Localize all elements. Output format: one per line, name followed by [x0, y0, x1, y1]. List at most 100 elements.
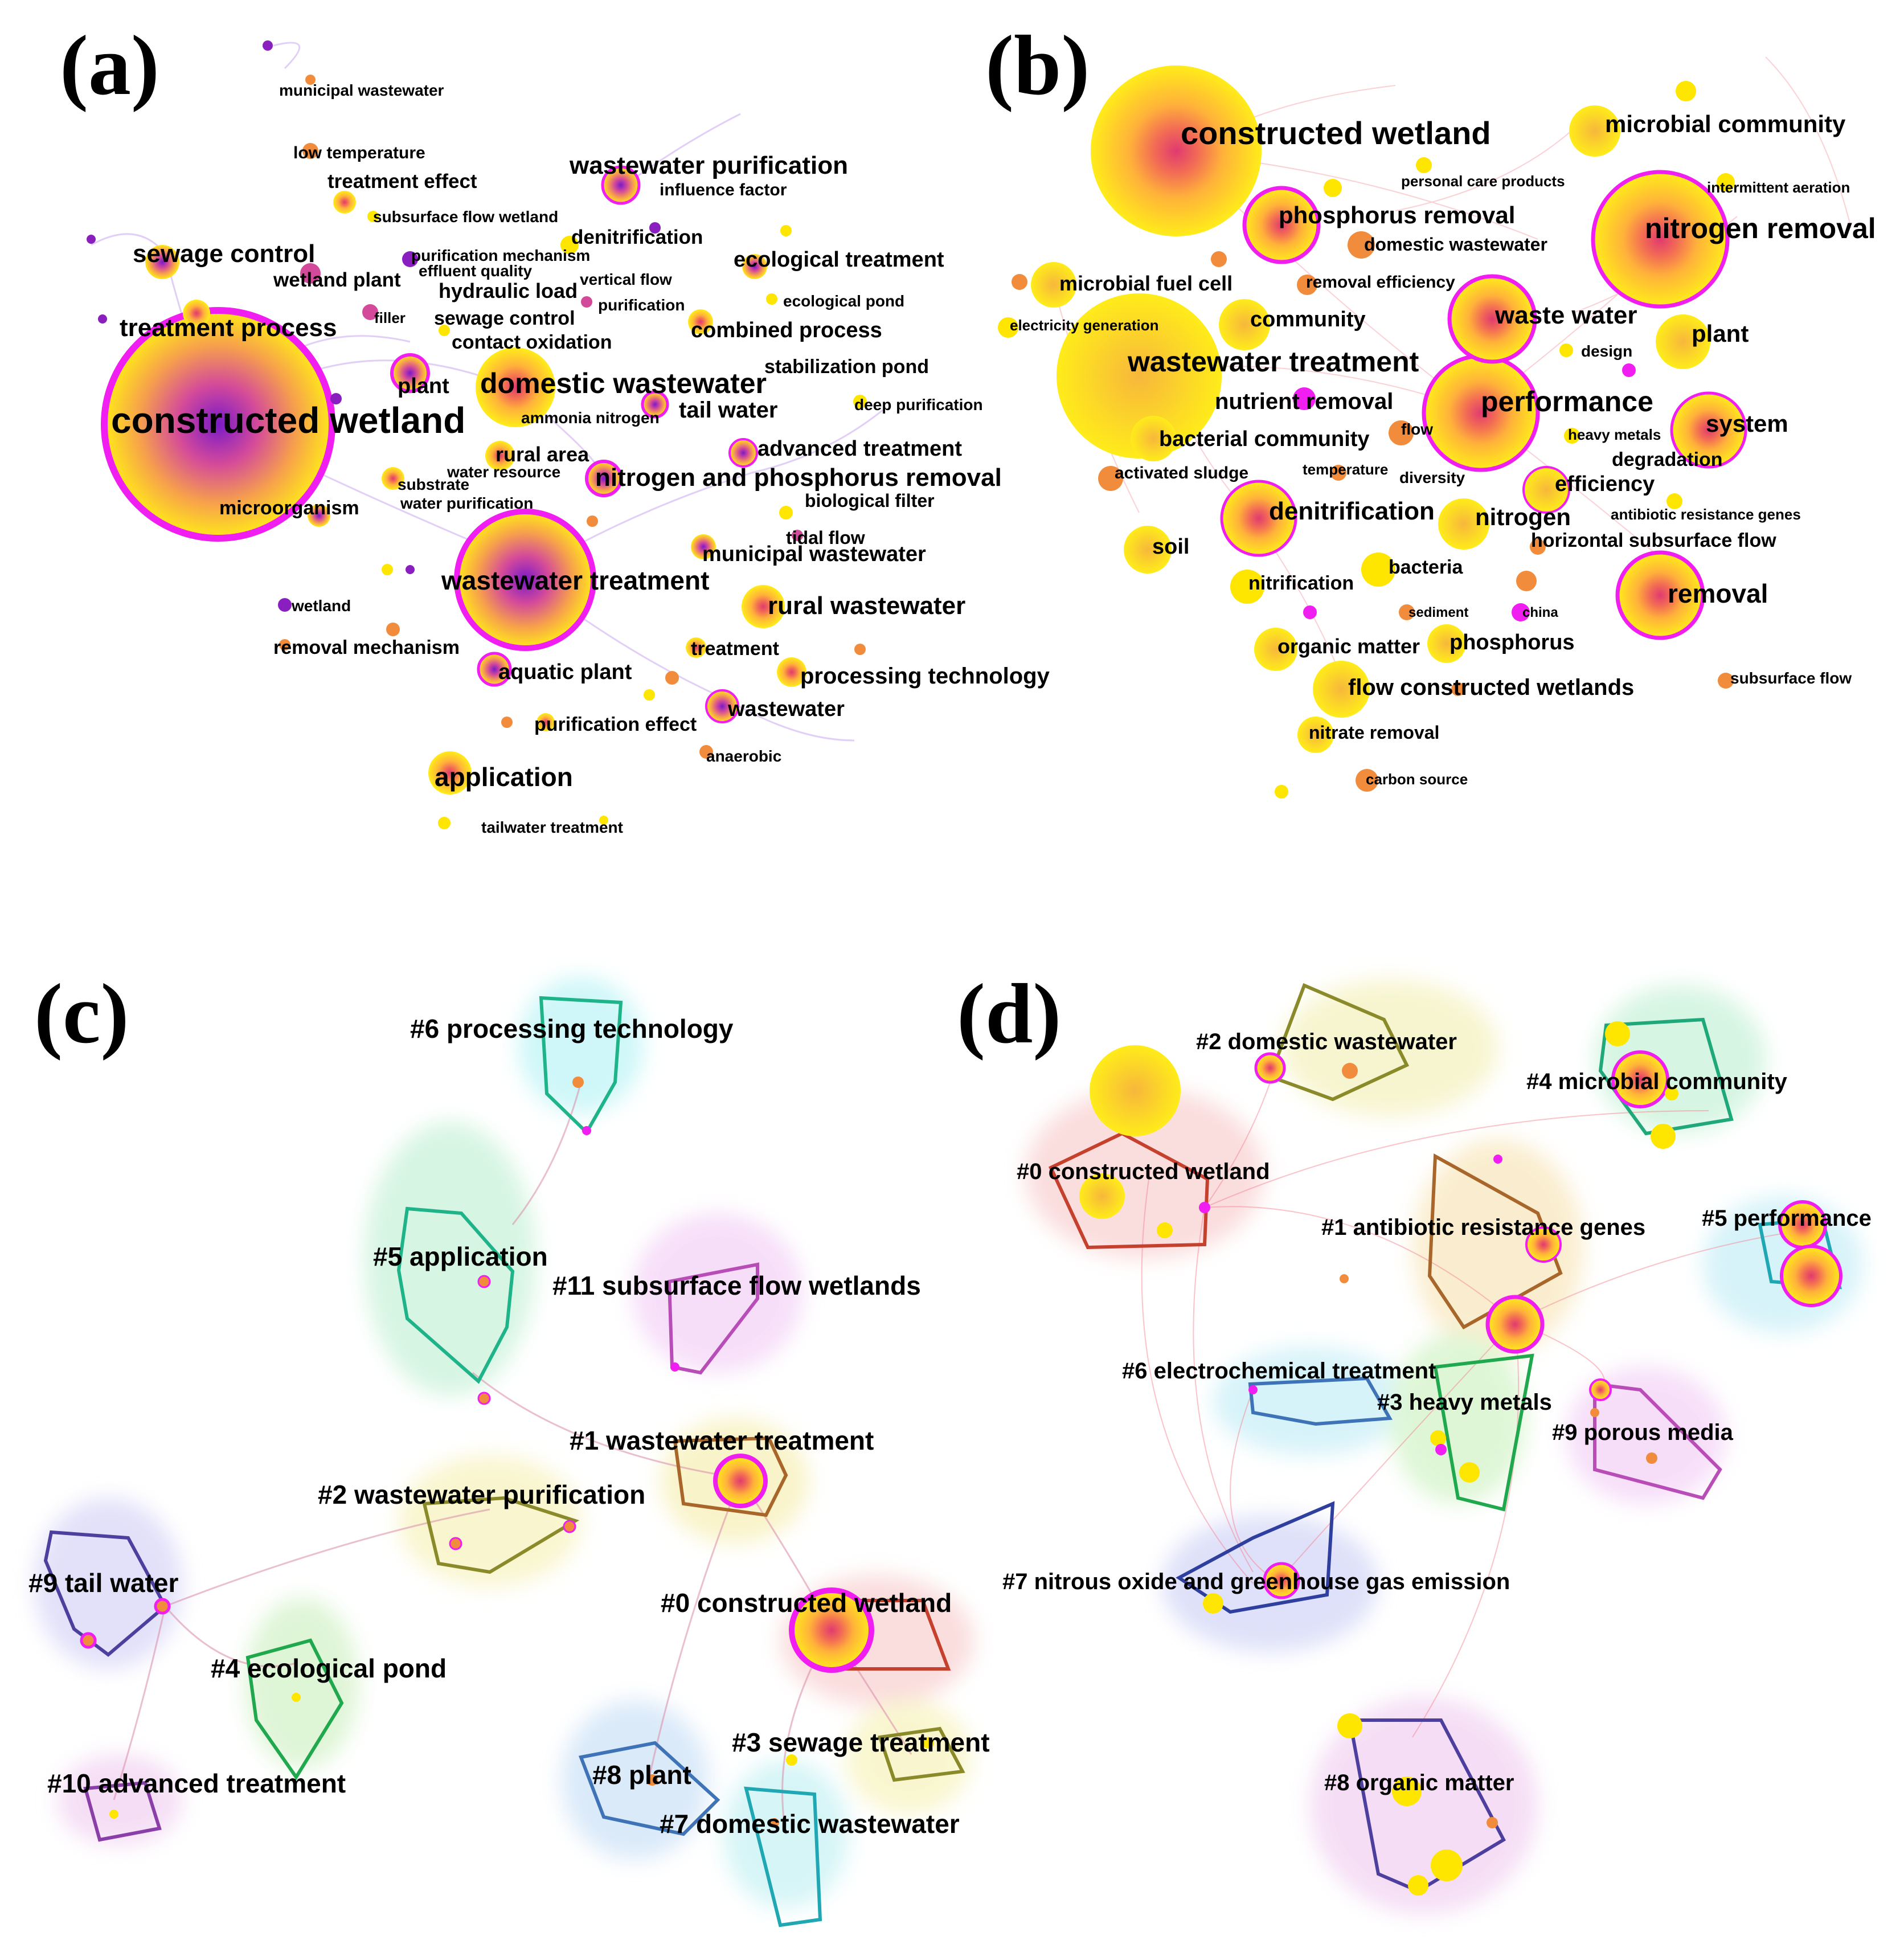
keyword-a-39: rural wastewater [768, 592, 965, 620]
keyword-a-8: effluent quality [419, 262, 533, 280]
keyword-b-30: horizontal subsurface flow [1531, 530, 1776, 551]
panel-c-label: (c) [34, 967, 129, 1061]
panel-a-small-nodes [87, 40, 867, 829]
keyword-b-12: plant [1692, 320, 1749, 347]
keyword-b-2: personal care products [1401, 173, 1565, 190]
keyword-b-20: bacterial community [1159, 427, 1370, 451]
cluster-label-d-1: #4 microbial community [1526, 1069, 1788, 1094]
keyword-b-35: china [1522, 605, 1558, 620]
keyword-b-10: community [1250, 308, 1366, 331]
node-municipal-wastewater [691, 534, 716, 559]
keyword-b-16: performance [1481, 386, 1653, 418]
keyword-a-49: tailwater treatment [481, 818, 623, 836]
keyword-a-43: aquatic plant [498, 660, 632, 684]
keyword-b-5: nitrogen removal [1645, 212, 1876, 244]
node-b-nitrogen [1438, 498, 1489, 550]
node-b-denitrification [1220, 480, 1297, 557]
keyword-b-1: microbial community [1605, 110, 1846, 137]
keyword-a-24: deep purification [854, 396, 983, 414]
panel-d-small-nodes [1157, 1021, 1678, 1896]
keyword-a-15: filler [374, 309, 406, 326]
node-b-removal [1615, 550, 1705, 640]
cluster-label-d-9: #8 organic matter [1324, 1770, 1514, 1795]
keyword-a-31: substrate [398, 476, 469, 493]
node-processing-technology [777, 657, 806, 687]
node-b-constructed-wetland [1091, 66, 1262, 236]
panel-d: (d) #2 domestic wastewater #4 microbial c… [957, 967, 1872, 1914]
keyword-b-36: organic matter [1277, 635, 1420, 658]
keyword-b-31: nitrification [1248, 572, 1354, 594]
keyword-b-14: wastewater treatment [1127, 346, 1419, 378]
keyword-a-3: subsurface flow wetland [373, 208, 558, 226]
cluster-label-d-5: #6 electrochemical treatment [1122, 1358, 1436, 1384]
keyword-b-8: removal efficiency [1306, 273, 1455, 292]
keyword-a-20: combined process [691, 318, 882, 342]
keyword-b-9: electricity generation [1010, 317, 1159, 334]
keyword-b-11: waste water [1494, 301, 1637, 329]
keyword-a-30: water resource [447, 463, 560, 481]
keyword-a-48: application [435, 762, 573, 792]
keyword-b-21: degradation [1612, 449, 1723, 470]
keyword-b-22: activated sludge [1115, 464, 1248, 482]
keyword-a-45: wastewater [727, 697, 845, 721]
keyword-a-26: ammonia nitrogen [521, 409, 660, 427]
keyword-b-13: design [1581, 342, 1632, 360]
cluster-label-d-3: #1 antibiotic resistance genes [1321, 1215, 1645, 1240]
keyword-a-41: removal mechanism [273, 637, 460, 658]
keyword-a-16: purification [598, 296, 685, 314]
node-b-wastewater-treatment [1057, 293, 1222, 459]
keyword-b-24: diversity [1399, 469, 1465, 486]
node-wastewater-treatment [454, 509, 596, 651]
cluster-label-c-3: #1 wastewater treatment [570, 1426, 874, 1455]
cluster-label-c-9: #10 advanced treatment [47, 1769, 346, 1798]
panel-d-cluster-labels: #2 domestic wastewater #4 microbial commu… [1002, 1029, 1872, 1795]
keyword-b-28: antibiotic resistance genes [1611, 506, 1801, 523]
panel-b-small-nodes [998, 81, 1735, 799]
keyword-a-36: tidal flow [786, 527, 865, 548]
node-treatment [686, 637, 706, 658]
keyword-b-7: microbial fuel cell [1059, 272, 1233, 295]
cluster-label-d-4: #5 performance [1702, 1206, 1872, 1231]
panel-a-keyword-labels: municipal wastewater low temperature treat… [111, 81, 1050, 836]
keyword-b-26: denitrification [1269, 497, 1435, 525]
keyword-a-6: sewage control [133, 240, 315, 268]
keyword-b-37: phosphorus [1450, 631, 1575, 654]
node-b-soil [1124, 526, 1172, 574]
node-b-efficiency [1522, 466, 1570, 514]
keyword-b-23: temperature [1303, 461, 1388, 478]
keyword-a-33: microorganism [219, 497, 359, 519]
keyword-b-41: carbon source [1366, 771, 1468, 788]
node-application [428, 751, 472, 795]
cluster-label-c-4: #2 wastewater purification [318, 1480, 645, 1509]
keyword-b-15: nutrient removal [1215, 389, 1393, 414]
keyword-a-14: ecological pond [783, 292, 904, 310]
node-b-microbial-fuel-cell [1031, 262, 1076, 308]
keyword-a-38: wastewater treatment [441, 566, 709, 595]
node-b-system [1670, 391, 1747, 469]
node-d-nitrous-oxide [1263, 1562, 1300, 1599]
node-rural-wastewater [742, 585, 785, 628]
node-d-constructed-wetland-2 [1079, 1173, 1125, 1219]
keyword-a-10: ecological treatment [734, 248, 944, 272]
keyword-a-17: sewage control [434, 308, 575, 329]
panel-a: (a) municipal wastewater low temperature t… [60, 18, 1050, 836]
node-d-performance-2 [1780, 1245, 1842, 1307]
keyword-a-0: municipal wastewater [279, 81, 444, 99]
node-wastewater-purification [601, 165, 641, 205]
keyword-a-28: advanced treatment [757, 437, 962, 461]
node-advanced-treatment [728, 438, 758, 468]
node-tail-water [641, 390, 669, 419]
node-constructed-wetland [101, 307, 335, 542]
keyword-a-29: rural area [496, 443, 589, 466]
panel-c-small-nodes [80, 1077, 934, 1827]
cluster-label-c-7: #4 ecological pond [211, 1654, 447, 1683]
keyword-a-1: low temperature [293, 144, 425, 162]
keyword-a-40: wetland [291, 597, 351, 615]
keyword-b-27: nitrogen [1475, 504, 1571, 530]
node-b-community [1219, 299, 1270, 350]
keyword-a-13: vertical flow [580, 271, 672, 288]
node-b-phosphorus [1427, 624, 1466, 663]
node-purification-effect [537, 713, 555, 731]
node-microorganism [308, 504, 330, 527]
